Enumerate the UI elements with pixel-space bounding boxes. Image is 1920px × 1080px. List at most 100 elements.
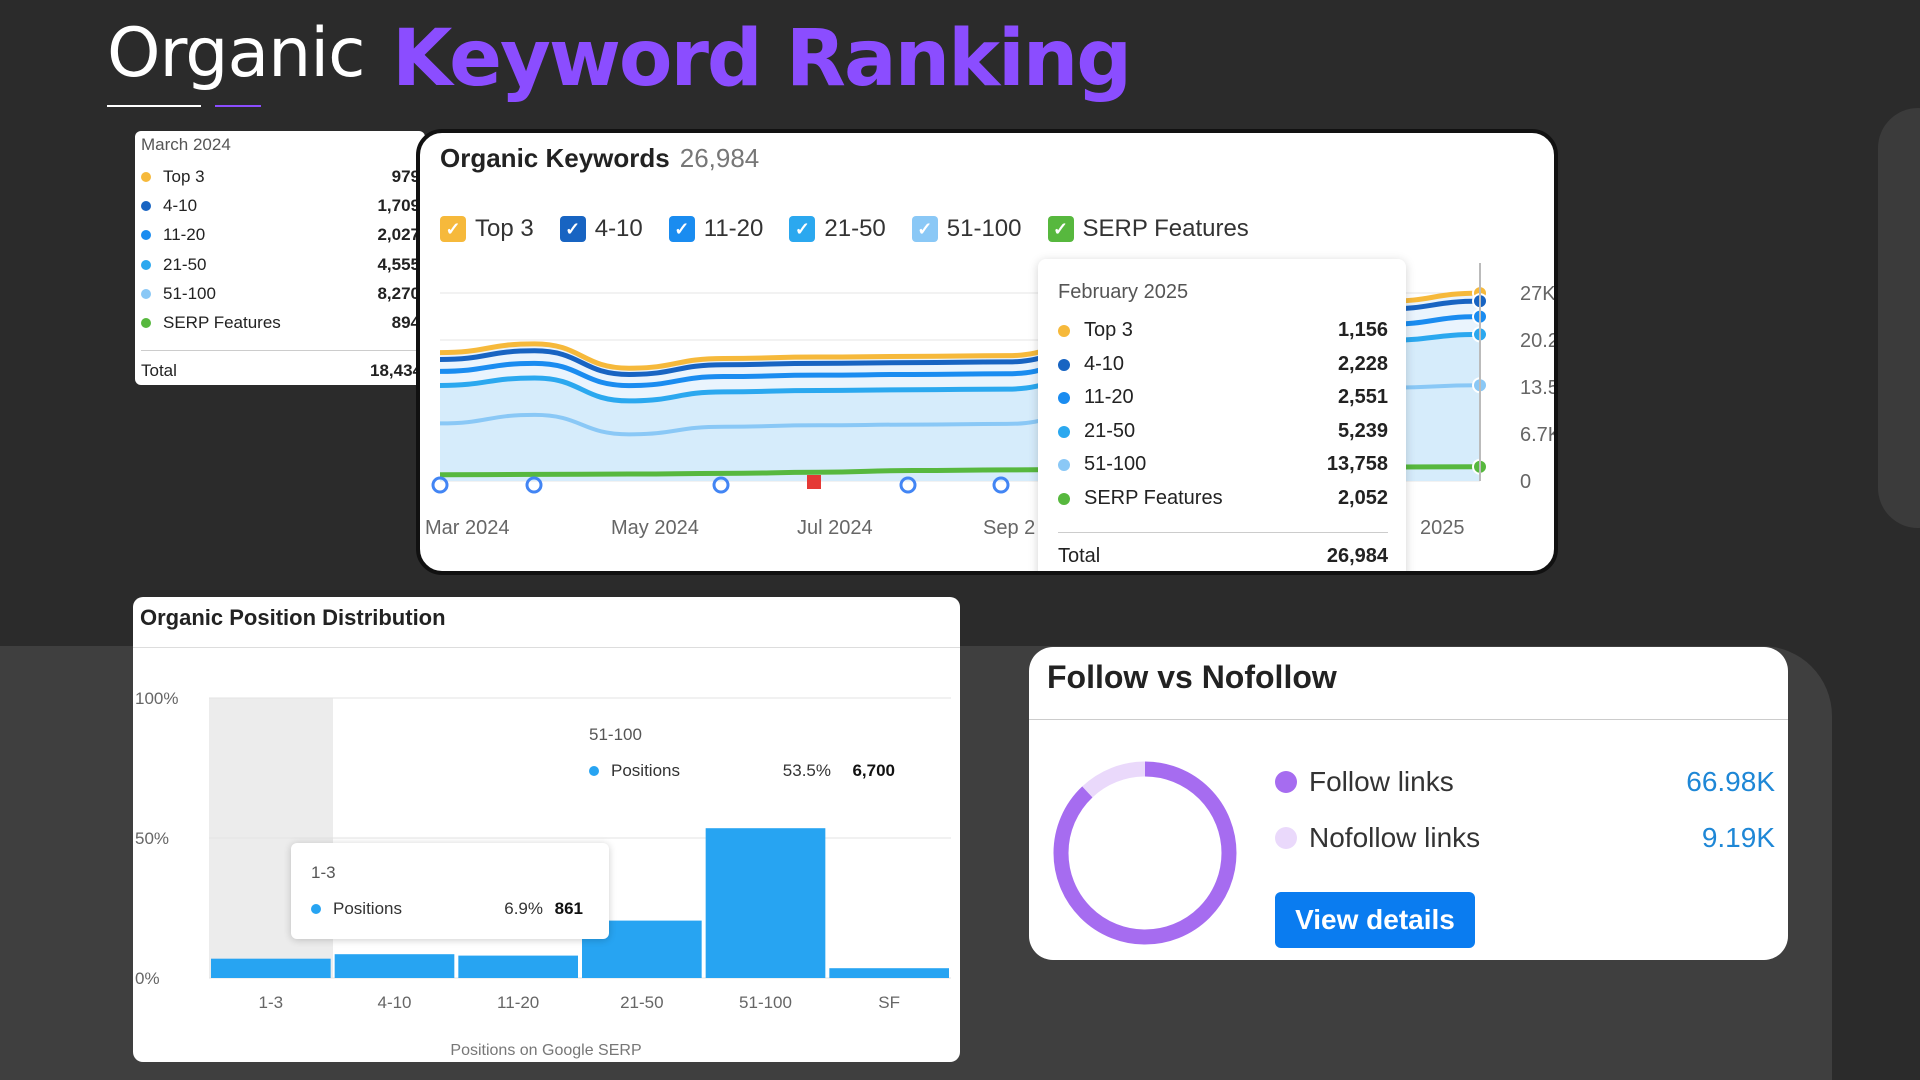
r51-100-dot-icon — [1058, 458, 1070, 471]
x-tick-label: May 2024 — [611, 517, 699, 539]
r51-100-dot-icon — [141, 289, 151, 299]
flag-icon — [807, 475, 821, 489]
legend-row-total: Total 18,434 — [141, 361, 425, 381]
positions-dot-icon — [311, 904, 321, 914]
donut-slice-follow-links — [1053, 761, 1237, 945]
legend-total-value: 18,434 — [370, 361, 422, 380]
toggle-21-50[interactable]: ✓ 21-50 — [789, 215, 886, 243]
toggle-51-100[interactable]: ✓ 51-100 — [911, 215, 1022, 243]
legend-row-4-10: 4-10 1,709 — [141, 196, 425, 216]
nofollow-dot-icon — [1275, 827, 1297, 849]
tooltip-value: 2,228 — [1337, 353, 1388, 375]
x-tick-label: 4-10 — [377, 993, 411, 1012]
check-icon: ✓ — [789, 216, 816, 242]
check-icon: ✓ — [668, 216, 695, 242]
toggle-label: 11-20 — [703, 215, 764, 242]
tooltip-row: 4-10 2,228 — [1058, 353, 1388, 376]
bar-SF — [829, 968, 949, 978]
background-panel-right — [1878, 108, 1920, 528]
x-tick-label: 2025 — [1420, 517, 1465, 539]
tooltip-value: 1,156 — [1337, 319, 1388, 341]
x-tick-label: Sep 2 — [983, 517, 1035, 539]
legend-row-top3: Top 3 979 — [141, 167, 425, 187]
legend-value: 979 — [391, 167, 420, 186]
y-tick-label: 0% — [135, 969, 160, 988]
r4-10-dot-icon — [1058, 358, 1070, 371]
keywords-count: 26,984 — [679, 143, 760, 173]
nofollow-value[interactable]: 9.19K — [1701, 822, 1775, 853]
toggle-serp[interactable]: ✓ SERP Features — [1047, 215, 1249, 243]
tip-pct: 53.5% — [782, 761, 831, 780]
tip-label: Positions — [333, 899, 402, 918]
google-update-icon — [992, 476, 1010, 494]
organic-keywords-card: Organic Keywords 26,984 ✓ Top 3 ✓ 4-10 ✓ 11-… — [416, 129, 1558, 575]
tip-range: 1-3 — [311, 863, 336, 882]
r21-50-dot-icon — [141, 260, 151, 270]
check-icon: ✓ — [440, 216, 466, 242]
legend-label: 11-20 — [163, 225, 206, 244]
positions-dot-icon — [589, 766, 599, 776]
check-icon: ✓ — [1047, 216, 1074, 242]
tooltip-label: 11-20 — [1084, 386, 1134, 408]
toggle-11-20[interactable]: ✓ 11-20 — [668, 215, 764, 243]
x-tick-label: SF — [878, 993, 900, 1012]
legend-value: 8,270 — [377, 284, 420, 303]
series-toggles: ✓ Top 3 ✓ 4-10 ✓ 11-20 ✓ 21-50 ✓ 51-100 ✓ SERP… — [440, 215, 1249, 243]
distribution-bar-chart: 100% 50% 0% 1-3 4-10 11-20 21-50 51-100 SF Positi… — [135, 689, 951, 1059]
y-tick-label: 6.7K — [1520, 424, 1554, 446]
tip-value: 6,700 — [852, 761, 895, 780]
check-icon: ✓ — [911, 216, 938, 242]
follow-links-row: Follow links 66.98K — [1275, 766, 1775, 798]
top3-dot-icon — [1058, 324, 1070, 337]
keywords-header: Organic Keywords 26,984 — [440, 143, 759, 174]
google-update-icon — [431, 476, 449, 494]
legend-value: 894 — [391, 313, 420, 332]
r21-50-dot-icon — [1058, 425, 1070, 438]
tooltip-label: 51-100 — [1084, 453, 1147, 475]
tip-row: Positions 6.9% 861 — [311, 899, 629, 919]
tooltip-row: 11-20 2,551 — [1058, 386, 1388, 409]
tooltip-total-row: Total 26,984 — [1058, 545, 1388, 568]
tooltip-value: 13,758 — [1326, 453, 1388, 475]
r11-20-dot-icon — [1058, 391, 1070, 404]
y-tick-label: 0 — [1520, 471, 1531, 493]
distribution-tooltip-51-100: 51-100 Positions 53.5% 6,700 — [571, 709, 901, 799]
toggle-label: 51-100 — [946, 215, 1022, 242]
bar-4-10 — [334, 954, 455, 978]
follow-value[interactable]: 66.98K — [1686, 766, 1775, 797]
tooltip-value: 2,052 — [1337, 487, 1388, 509]
x-tick-label: 11-20 — [497, 993, 539, 1012]
toggle-label: SERP Features — [1082, 215, 1249, 242]
tooltip-label: SERP Features — [1084, 487, 1223, 509]
tooltip-label: 4-10 — [1084, 353, 1125, 375]
check-icon: ✓ — [559, 216, 586, 242]
y-tick-label: 50% — [135, 829, 169, 848]
x-tick-label: 1-3 — [259, 993, 284, 1012]
tooltip-row: Top 3 1,156 — [1058, 319, 1388, 342]
tooltip-value: 5,239 — [1337, 420, 1388, 442]
tooltip-value: 2,551 — [1337, 386, 1388, 408]
toggle-top3[interactable]: ✓ Top 3 — [440, 215, 534, 243]
legend-label: 21-50 — [163, 255, 207, 274]
serp-dot-icon — [141, 318, 151, 328]
y-tick-label: 20.2K — [1520, 330, 1554, 352]
follow-dot-icon — [1275, 771, 1297, 793]
tooltip-label: 21-50 — [1084, 420, 1136, 442]
legend-value: 4,555 — [377, 255, 420, 274]
legend-row-51-100: 51-100 8,270 — [141, 284, 425, 304]
view-details-button[interactable]: View details — [1275, 892, 1475, 948]
bar-11-20 — [458, 955, 578, 978]
legend-row-11-20: 11-20 2,027 — [141, 225, 425, 245]
follow-label: Follow links — [1309, 766, 1454, 797]
legend-row-21-50: 21-50 4,555 — [141, 255, 425, 275]
legend-month: March 2024 — [141, 135, 231, 154]
legend-value: 1,709 — [377, 196, 420, 215]
tooltip-row: 51-100 13,758 — [1058, 453, 1388, 476]
distribution-tooltip-1-3: 1-3 Positions 6.9% 861 — [291, 843, 609, 939]
keywords-title: Organic Keywords — [440, 143, 670, 173]
position-distribution-card: Organic Position Distribution 100% 50% 0% 1… — [133, 597, 960, 1062]
tip-row: Positions 53.5% 6,700 — [589, 761, 919, 781]
toggle-4-10[interactable]: ✓ 4-10 — [559, 215, 643, 243]
toggle-label: 21-50 — [824, 215, 886, 242]
x-tick-label: Jul 2024 — [797, 517, 873, 539]
